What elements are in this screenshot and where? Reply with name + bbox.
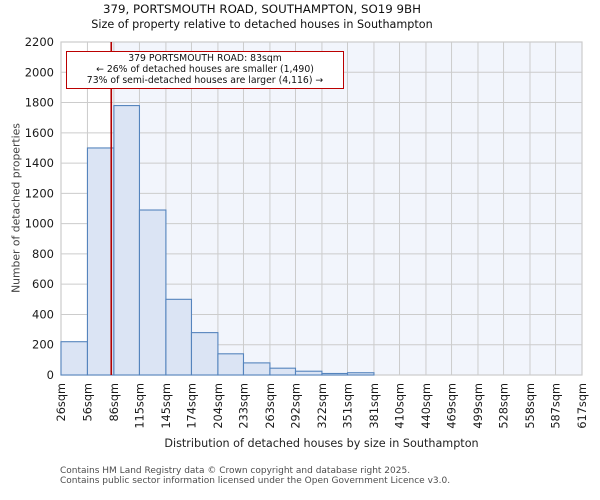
- histogram-bar: [321, 372, 349, 376]
- y-axis-label: Number of detached properties: [9, 123, 23, 293]
- x-tick-label: 410sqm: [394, 383, 407, 429]
- x-tick-label: 322sqm: [316, 383, 329, 429]
- x-tick-label: 617sqm: [576, 383, 589, 429]
- x-tick-label: 440sqm: [420, 383, 433, 429]
- histogram-bar: [269, 367, 297, 376]
- y-tick-label: 2200: [25, 35, 54, 49]
- x-tick-label: 263sqm: [264, 383, 277, 429]
- y-tick-label: 200: [32, 338, 54, 352]
- histogram-bar: [86, 147, 115, 376]
- x-tick-label: 499sqm: [472, 383, 485, 429]
- histogram-bar: [294, 370, 323, 376]
- annotation-box: 379 PORTSMOUTH ROAD: 83sqm ← 26% of deta…: [66, 51, 344, 89]
- y-tick-label: 400: [32, 307, 54, 321]
- annotation-property-size: 379 PORTSMOUTH ROAD: 83sqm: [128, 53, 282, 64]
- chart-title: 379, PORTSMOUTH ROAD, SOUTHAMPTON, SO19 …: [103, 2, 421, 16]
- x-tick-label: 469sqm: [446, 383, 459, 429]
- footer-copyright-ogl: Contains public sector information licen…: [60, 476, 451, 486]
- histogram-bar: [242, 362, 271, 376]
- x-tick-label: 174sqm: [185, 383, 198, 429]
- y-tick-label: 1000: [25, 217, 54, 231]
- x-tick-label: 528sqm: [498, 383, 511, 429]
- chart-header: 379, PORTSMOUTH ROAD, SOUTHAMPTON, SO19 …: [0, 2, 524, 31]
- y-tick-label: 600: [32, 277, 54, 291]
- histogram-bar: [190, 332, 219, 376]
- histogram-bar: [60, 341, 88, 376]
- y-tick-label: 1600: [25, 126, 54, 140]
- histogram-bar: [217, 353, 245, 376]
- x-tick-label: 351sqm: [342, 383, 355, 429]
- x-tick-label: 292sqm: [289, 383, 302, 429]
- x-tick-label: 204sqm: [212, 383, 225, 429]
- annotation-larger-stat: 73% of semi-detached houses are larger (…: [86, 75, 324, 86]
- x-tick-label: 56sqm: [81, 383, 94, 421]
- x-tick-label: 233sqm: [237, 383, 250, 429]
- x-tick-label: 26sqm: [55, 383, 68, 421]
- histogram-bar: [346, 372, 375, 376]
- footer-copyright-hmlr: Contains HM Land Registry data © Crown c…: [60, 466, 411, 476]
- y-tick-label: 0: [47, 368, 54, 382]
- x-tick-label: 145sqm: [160, 383, 173, 429]
- y-tick-label: 800: [32, 247, 54, 261]
- x-tick-label: 381sqm: [368, 383, 381, 429]
- y-tick-label: 2000: [25, 65, 54, 79]
- chart-subtitle: Size of property relative to detached ho…: [91, 18, 433, 31]
- x-tick-label: 86sqm: [108, 383, 121, 421]
- x-tick-label: 115sqm: [133, 383, 146, 429]
- x-tick-label: 558sqm: [524, 383, 537, 429]
- x-tick-label: 587sqm: [550, 383, 563, 429]
- annotation-smaller-stat: ← 26% of detached houses are smaller (1,…: [96, 64, 314, 75]
- y-tick-label: 1800: [25, 96, 54, 110]
- histogram-bar: [165, 298, 193, 376]
- histogram-bar: [113, 105, 141, 376]
- y-tick-label: 1200: [25, 186, 54, 200]
- histogram-bar: [138, 209, 167, 376]
- y-tick-label: 1400: [25, 156, 54, 170]
- x-axis-label: Distribution of detached houses by size …: [164, 437, 479, 450]
